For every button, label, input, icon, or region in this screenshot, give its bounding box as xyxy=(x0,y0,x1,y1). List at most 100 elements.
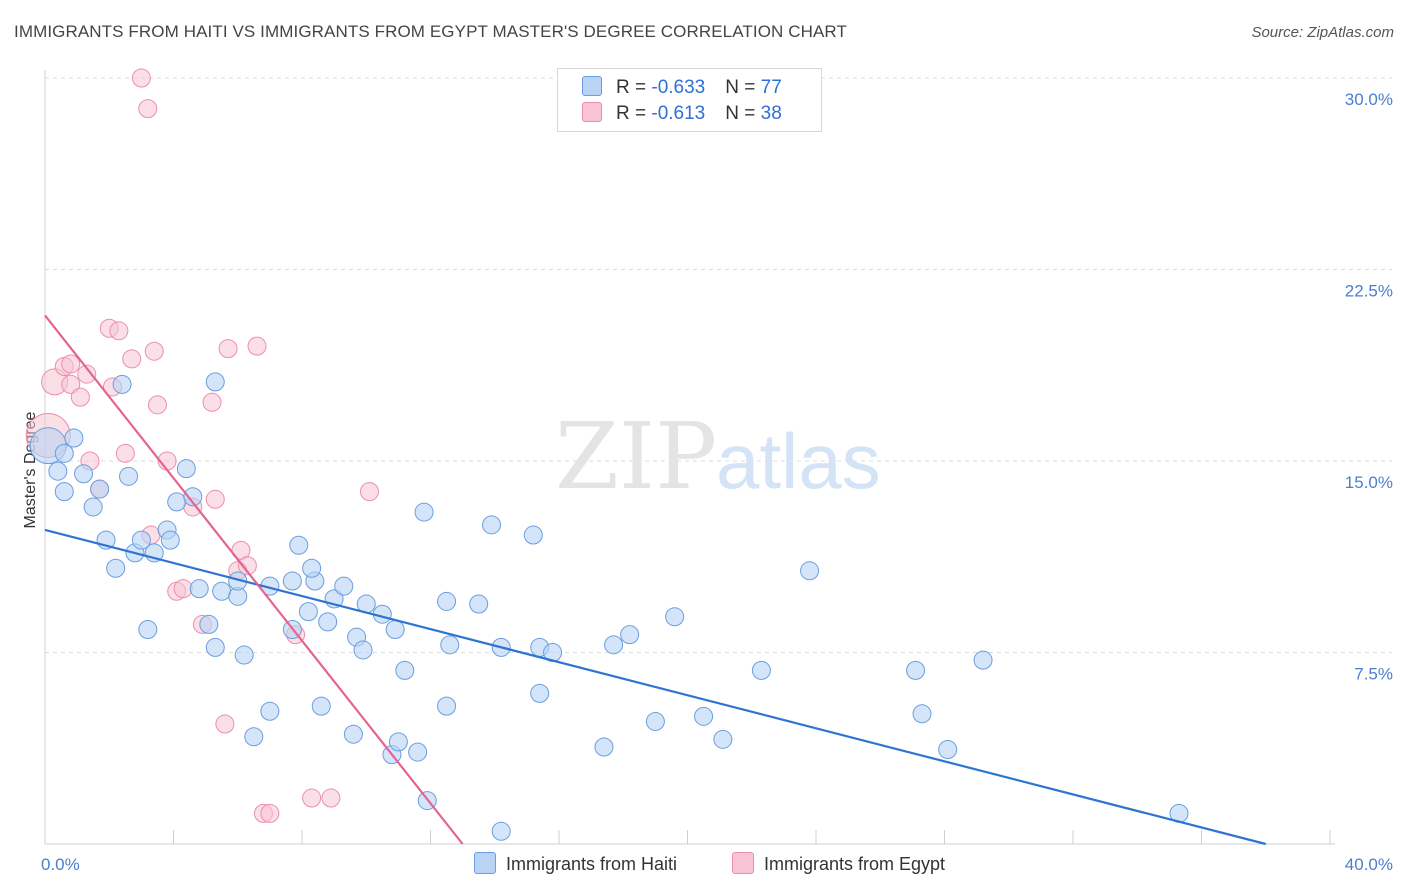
egypt-point xyxy=(77,364,97,384)
haiti-points xyxy=(29,372,1189,841)
egypt-point xyxy=(131,68,151,88)
egypt-point xyxy=(173,579,193,599)
haiti-point xyxy=(212,581,232,601)
legend-row-haiti: R = -0.633 N = 77 xyxy=(582,76,782,100)
haiti-point xyxy=(530,683,550,703)
y-tick-label: 22.5% xyxy=(1345,282,1393,301)
haiti-point xyxy=(973,650,993,670)
watermark-atlas: atlas xyxy=(716,417,881,505)
haiti-point xyxy=(645,711,665,731)
egypt-point xyxy=(61,374,81,394)
haiti-point xyxy=(138,620,158,640)
haiti-point xyxy=(282,571,302,591)
haiti-point xyxy=(199,614,219,634)
haiti-point xyxy=(440,635,460,655)
egypt-swatch xyxy=(582,102,602,122)
legend-row-egypt: R = -0.613 N = 38 xyxy=(582,102,782,126)
egypt-point xyxy=(122,349,142,369)
haiti-swatch xyxy=(582,76,602,96)
y-tick-label: 15.0% xyxy=(1345,473,1393,492)
haiti-point xyxy=(64,428,84,448)
haiti-point xyxy=(938,740,958,760)
haiti-point xyxy=(713,729,733,749)
bottom-haiti-swatch xyxy=(474,852,496,874)
egypt-point xyxy=(247,336,267,356)
x-tick-labels: 0.0% 40.0% xyxy=(41,855,1393,874)
haiti-point xyxy=(298,602,318,622)
bottom-legend-haiti: Immigrants from Haiti xyxy=(474,852,677,875)
egypt-point xyxy=(260,803,280,823)
egypt-point xyxy=(138,99,158,119)
egypt-r-label: R = xyxy=(616,103,652,124)
haiti-point xyxy=(289,535,309,555)
haiti-point xyxy=(119,466,139,486)
bottom-egypt-label: Immigrants from Egypt xyxy=(764,854,946,874)
haiti-point xyxy=(311,696,331,716)
haiti-point xyxy=(160,530,180,550)
source-label: Source: ZipAtlas.com xyxy=(1251,24,1394,41)
haiti-point xyxy=(523,525,543,545)
haiti-point xyxy=(205,372,225,392)
haiti-point xyxy=(395,660,415,680)
haiti-point xyxy=(112,374,132,394)
haiti-point xyxy=(437,696,457,716)
haiti-r-label: R = xyxy=(616,77,652,98)
haiti-point xyxy=(54,482,74,502)
haiti-point xyxy=(482,515,502,535)
egypt-points xyxy=(25,68,379,823)
haiti-point xyxy=(183,487,203,507)
egypt-n-value: 38 xyxy=(760,103,782,124)
egypt-point xyxy=(202,392,222,412)
haiti-point xyxy=(106,558,126,578)
trend-lines xyxy=(44,314,1267,846)
haiti-point xyxy=(353,640,373,660)
egypt-point xyxy=(321,788,341,808)
haiti-point xyxy=(244,727,264,747)
haiti-point xyxy=(131,530,151,550)
haiti-point xyxy=(205,637,225,657)
haiti-n-value: 77 xyxy=(760,77,782,98)
haiti-point xyxy=(302,558,322,578)
haiti-point xyxy=(604,635,624,655)
haiti-point xyxy=(751,660,771,680)
haiti-point xyxy=(385,620,405,640)
haiti-point xyxy=(665,607,685,627)
egypt-point xyxy=(70,387,90,407)
x-tick-marks xyxy=(44,830,1331,844)
egypt-point xyxy=(302,788,322,808)
egypt-point xyxy=(109,321,129,341)
egypt-point xyxy=(61,354,81,374)
haiti-r-value: -0.633 xyxy=(651,77,706,98)
watermark: ZIP atlas xyxy=(555,403,881,510)
haiti-point xyxy=(694,706,714,726)
haiti-point xyxy=(906,660,926,680)
haiti-point xyxy=(437,591,457,611)
bottom-egypt-swatch xyxy=(732,852,754,874)
egypt-r-value: -0.613 xyxy=(651,103,706,124)
x-tick-label: 0.0% xyxy=(41,855,80,874)
haiti-point xyxy=(912,704,932,724)
bottom-haiti-label: Immigrants from Haiti xyxy=(506,854,678,874)
egypt-point xyxy=(215,714,235,734)
haiti-point xyxy=(408,742,428,762)
egypt-n-label: N = xyxy=(725,103,761,124)
watermark-zip: ZIP xyxy=(555,403,717,510)
bottom-legend-egypt: Immigrants from Egypt xyxy=(732,852,945,875)
x-tick-label: 40.0% xyxy=(1345,855,1393,874)
chart-title: IMMIGRANTS FROM HAITI VS IMMIGRANTS FROM… xyxy=(14,22,847,41)
egypt-point xyxy=(205,489,225,509)
haiti-point xyxy=(594,737,614,757)
haiti-point xyxy=(234,645,254,665)
haiti-point xyxy=(260,701,280,721)
haiti-trend-line xyxy=(44,528,1267,846)
egypt-trend-line xyxy=(44,314,464,845)
y-tick-label: 7.5% xyxy=(1354,665,1393,684)
egypt-point xyxy=(359,482,379,502)
haiti-point xyxy=(167,492,187,512)
haiti-point xyxy=(83,497,103,517)
haiti-point xyxy=(388,732,408,752)
haiti-n-label: N = xyxy=(725,77,761,98)
haiti-point xyxy=(620,625,640,645)
haiti-point xyxy=(176,459,196,479)
